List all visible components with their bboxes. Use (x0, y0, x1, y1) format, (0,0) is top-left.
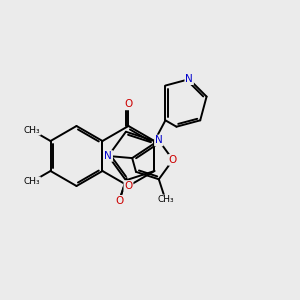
Text: CH₃: CH₃ (23, 126, 40, 135)
Text: O: O (169, 155, 177, 165)
Text: O: O (124, 181, 133, 191)
Text: CH₃: CH₃ (23, 177, 40, 186)
Text: N: N (185, 74, 193, 84)
Text: CH₃: CH₃ (157, 195, 174, 204)
Text: N: N (155, 136, 163, 146)
Text: O: O (124, 99, 133, 110)
Text: O: O (115, 196, 123, 206)
Text: N: N (104, 151, 112, 161)
